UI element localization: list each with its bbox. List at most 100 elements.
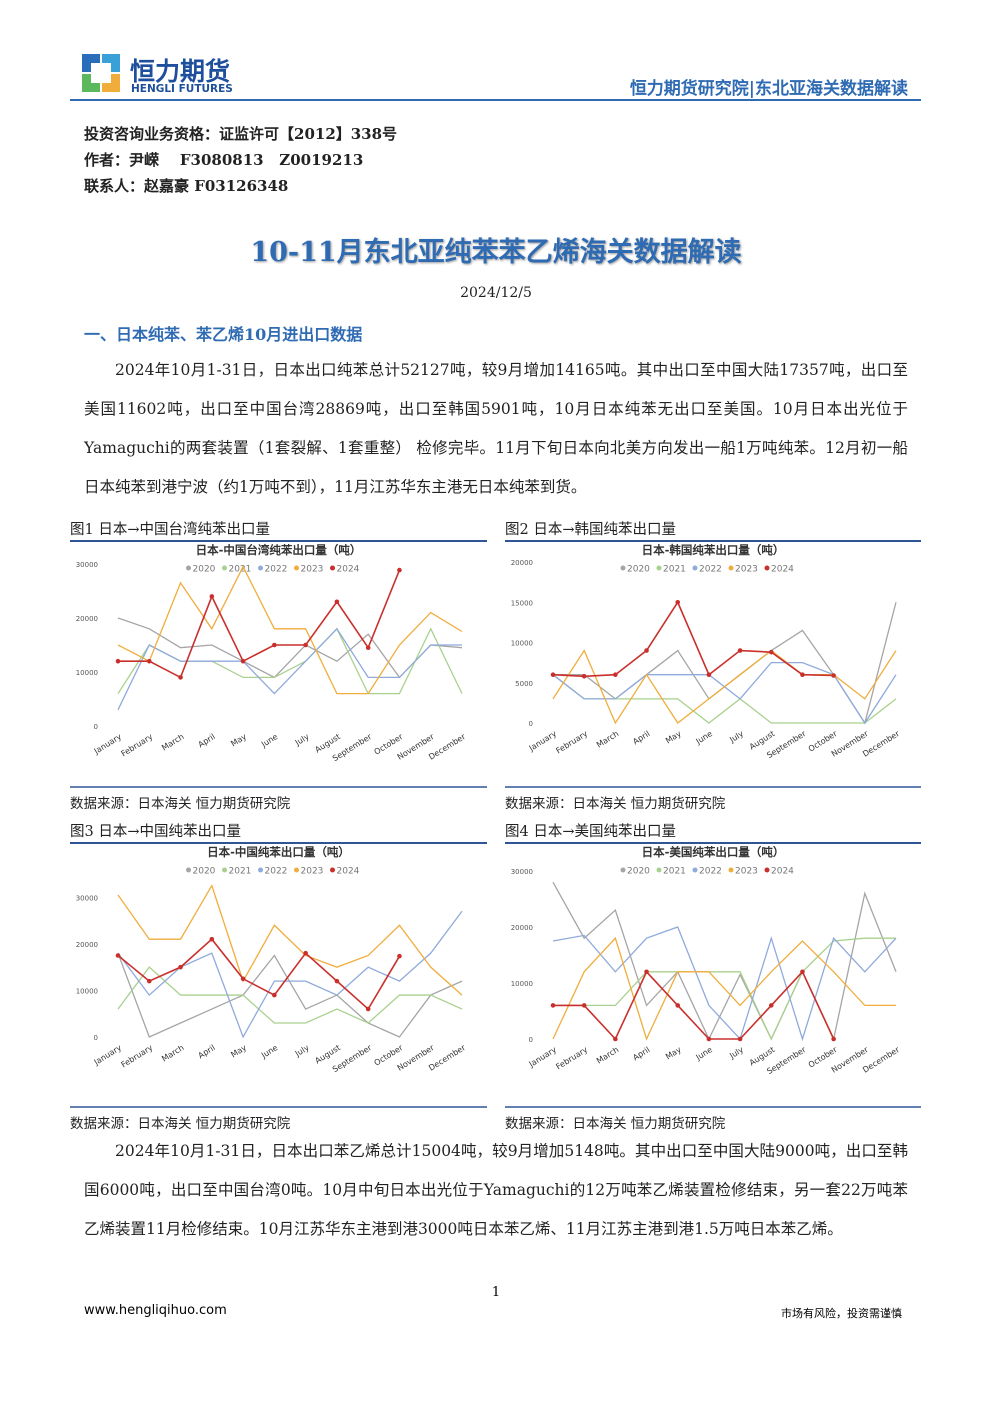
legend-marker (728, 565, 734, 571)
point (365, 645, 371, 650)
footer-note: 市场有风险，投资需谨慎 (781, 1307, 902, 1320)
legend-marker (294, 867, 299, 873)
point (397, 567, 402, 573)
figure-caption: 图4 日本→美国纯苯出口量 (505, 824, 676, 840)
legend-marker (330, 565, 335, 571)
point (115, 953, 121, 958)
figure-caption: 图1 日本→中国台湾纯苯出口量 (70, 522, 270, 538)
logo-cn: 恒力期货 (130, 57, 231, 86)
x-tick-label: July (727, 1045, 745, 1061)
x-tick-label: April (631, 1045, 651, 1062)
legend-label: 2021 (229, 565, 252, 575)
x-tick-label: March (595, 1045, 620, 1066)
legend-label: 2024 (771, 565, 794, 575)
series-line (552, 600, 834, 678)
x-tick-label: January (527, 729, 559, 753)
legend-marker (222, 565, 227, 571)
legend-marker (656, 867, 662, 873)
point (303, 950, 308, 956)
point (831, 1036, 836, 1042)
y-tick-label: 0 (529, 720, 533, 728)
point (178, 675, 183, 680)
x-tick-label: February (554, 1045, 589, 1072)
point (737, 1036, 743, 1042)
y-tick-label: 20000 (76, 941, 98, 949)
series-line (553, 937, 896, 1041)
legend-label: 2020 (627, 565, 650, 575)
x-tick-label: February (119, 1043, 154, 1070)
series-line (117, 910, 463, 1039)
x-tick-label: January (92, 732, 124, 756)
point (581, 674, 587, 679)
chart-title: 日本-中国台湾纯苯出口量（吨） (196, 543, 362, 557)
figure-source: 数据来源：日本海关 恒力期货研究院 (505, 796, 726, 812)
point (644, 969, 649, 975)
y-tick-label: 15000 (511, 599, 533, 607)
series-line (552, 926, 897, 1042)
y-tick-label: 20000 (76, 615, 98, 623)
chart-title: 日本-美国纯苯出口量（吨） (642, 845, 785, 859)
figure-caption: 图2 日本→韩国纯苯出口量 (505, 522, 676, 538)
series-line (552, 649, 897, 725)
x-tick-label: March (160, 1043, 185, 1064)
x-tick-label: May (229, 732, 248, 749)
x-tick-label: June (259, 732, 279, 749)
legend-label: 2022 (265, 867, 288, 877)
legend-marker (692, 565, 698, 571)
legend-marker (330, 867, 335, 873)
legend-marker (258, 565, 263, 571)
paragraph: 2024年10月1-31日，日本出口苯乙烯总计15004吨，较9月增加5148吨… (84, 1142, 908, 1238)
point (209, 936, 215, 942)
info-line: 联系人：赵嘉豪 F03126348 (84, 177, 289, 195)
paragraph: 2024年10月1-31日，日本出口纯苯总计52127吨，较9月增加14165吨… (84, 361, 908, 496)
series-line (117, 617, 463, 679)
legend-label: 2021 (663, 565, 686, 575)
x-tick-label: May (229, 1043, 248, 1060)
point (768, 1003, 774, 1008)
point (115, 658, 121, 664)
point (613, 672, 618, 677)
point (581, 1003, 587, 1008)
y-tick-label: 20000 (511, 559, 533, 567)
figure-source: 数据来源：日本海关 恒力期货研究院 (70, 1116, 291, 1132)
point (178, 964, 183, 970)
point (550, 672, 556, 677)
chart: 日本-美国纯苯出口量（吨） 2020 2021 2022 2023 2024 0 10000 2… (505, 842, 921, 1108)
point (303, 642, 308, 648)
logo-en: HENGLI FUTURES (131, 83, 233, 95)
point (831, 673, 836, 678)
legend-marker (186, 565, 191, 571)
point (706, 1036, 712, 1042)
y-tick-label: 0 (94, 723, 98, 731)
y-tick-label: 0 (529, 1036, 533, 1044)
point (675, 599, 681, 605)
y-tick-label: 20000 (511, 924, 533, 932)
legend-marker (692, 867, 698, 873)
legend-marker (764, 565, 770, 571)
point (800, 969, 805, 975)
chart-title: 日本-中国纯苯出口量（吨） (207, 845, 350, 859)
legend-marker (620, 565, 626, 571)
y-tick-label: 10000 (511, 980, 533, 988)
x-tick-label: March (595, 729, 620, 750)
page-number: 1 (491, 1285, 501, 1300)
x-tick-label: July (293, 732, 311, 748)
legend-label: 2023 (301, 867, 324, 877)
chart: 日本-韩国纯苯出口量（吨） 2020 2021 2022 2023 2024 0 5000 10… (505, 540, 921, 788)
point (146, 978, 152, 984)
legend-label: 2022 (265, 565, 288, 575)
y-tick-label: 10000 (76, 987, 98, 995)
series-line (552, 661, 897, 725)
x-tick-label: July (727, 729, 745, 745)
info-line: 投资咨询业务资格：证监许可【2012】338号 (84, 125, 398, 143)
point (334, 599, 340, 605)
legend-marker (728, 867, 734, 873)
legend-label: 2023 (301, 565, 324, 575)
chart-title: 日本-韩国纯苯出口量（吨） (642, 543, 785, 557)
x-tick-label: June (259, 1043, 279, 1060)
series-line (117, 952, 463, 1038)
legend-marker (258, 867, 263, 873)
header-right: 恒力期货研究院|东北亚海关数据解读 (629, 79, 908, 99)
legend-marker (620, 867, 626, 873)
x-tick-label: March (160, 732, 185, 753)
